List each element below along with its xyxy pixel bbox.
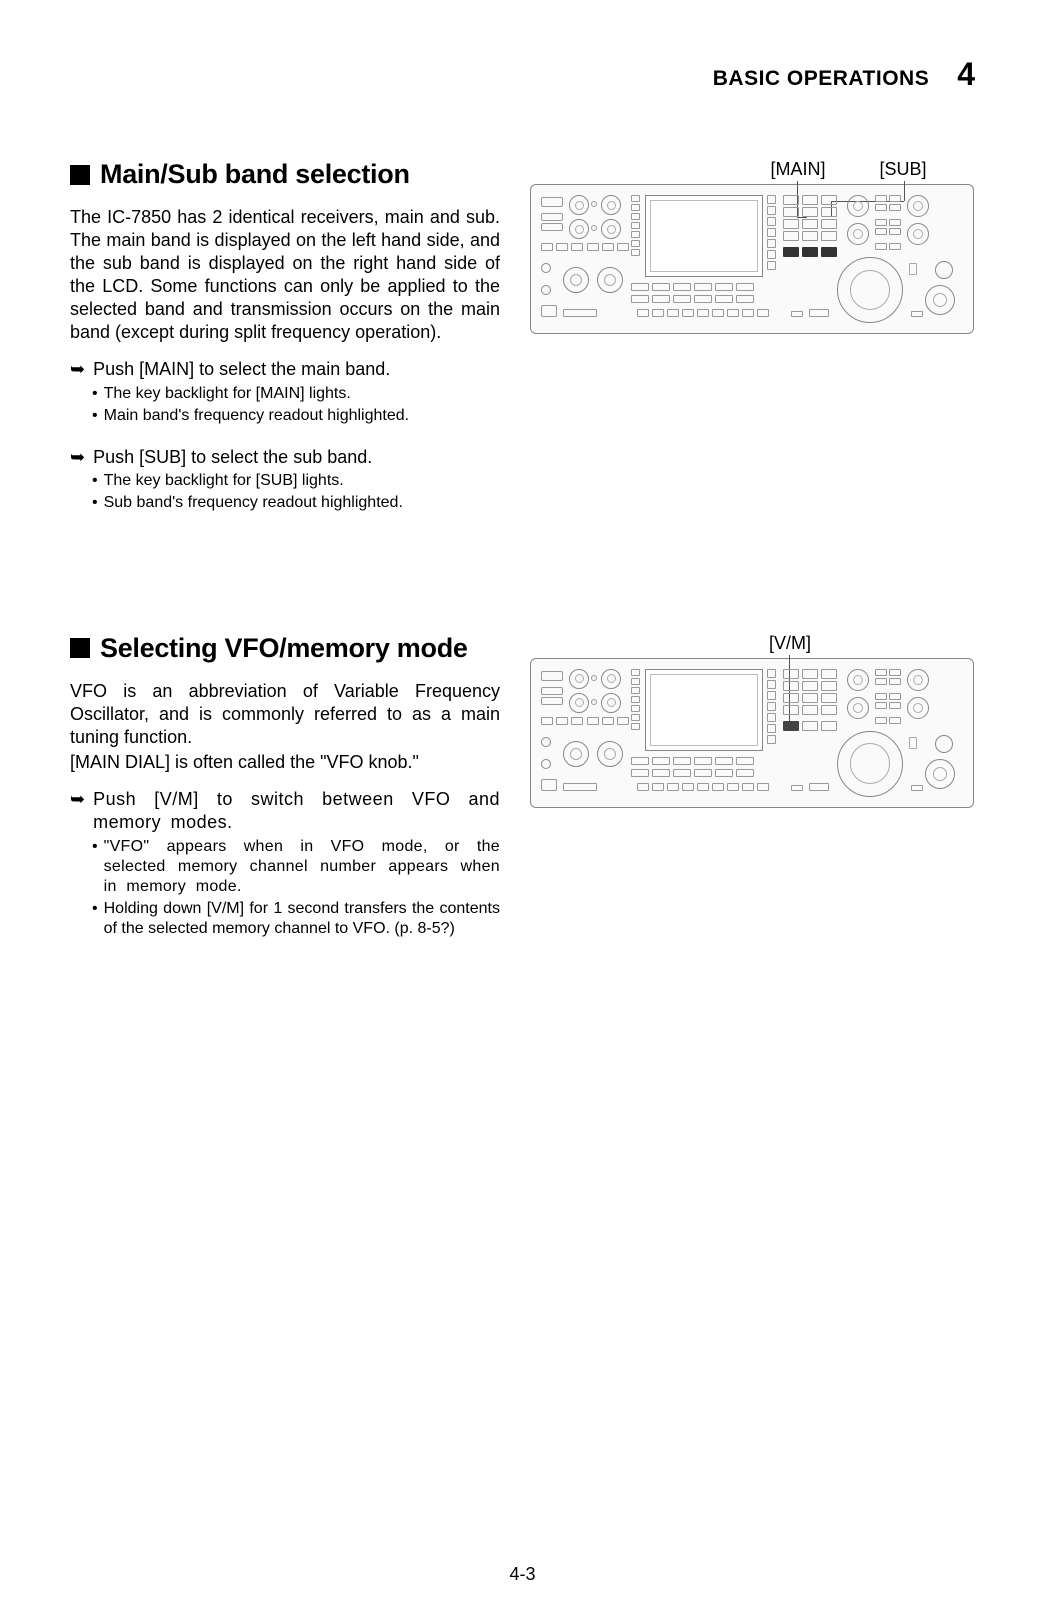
header-title: BASIC OPERATIONS	[713, 67, 929, 91]
bullet-text: The key backlight for [SUB] lights.	[104, 471, 344, 491]
bullet-icon: •	[92, 837, 98, 897]
bullet-text: Sub band's frequency readout highlighted…	[104, 493, 403, 513]
bullet-text: Holding down [V/M] for 1 second transfer…	[104, 899, 500, 939]
radio-diagram-2	[530, 658, 974, 808]
bullet-item: • The key backlight for [SUB] lights.	[70, 471, 500, 491]
bullet-icon: •	[92, 899, 98, 939]
bullet-item: • Sub band's frequency readout highlight…	[70, 493, 500, 513]
bullet-icon: •	[92, 406, 98, 426]
chapter-number: 4	[957, 56, 975, 93]
callout-vm: [V/M]	[760, 633, 820, 654]
bullet-text: The key backlight for [MAIN] lights.	[104, 384, 351, 404]
callout-main: [MAIN]	[768, 159, 828, 180]
section-title: Selecting VFO/memory mode	[100, 633, 468, 664]
intro-paragraph-2: [MAIN DIAL] is often called the "VFO kno…	[70, 751, 500, 774]
bullet-icon: •	[92, 493, 98, 513]
step-item: ➥ Push [MAIN] to select the main band.	[70, 358, 500, 381]
section-main-sub: Main/Sub band selection The IC-7850 has …	[70, 159, 975, 513]
arrow-icon: ➥	[70, 358, 85, 381]
radio-diagram-1	[530, 184, 974, 334]
arrow-icon: ➥	[70, 788, 85, 835]
bullet-item: • "VFO" appears when in VFO mode, or the…	[70, 837, 500, 897]
bullet-icon: •	[92, 471, 98, 491]
section-vfo-memory: Selecting VFO/memory mode VFO is an abbr…	[70, 633, 975, 939]
section-marker-icon	[70, 638, 90, 658]
section-title: Main/Sub band selection	[100, 159, 410, 190]
intro-paragraph: The IC-7850 has 2 identical receivers, m…	[70, 206, 500, 344]
intro-paragraph: VFO is an abbreviation of Variable Frequ…	[70, 680, 500, 749]
step-text: Push [V/M] to switch between VFO and mem…	[93, 788, 500, 835]
bullet-item: • Main band's frequency readout highligh…	[70, 406, 500, 426]
arrow-icon: ➥	[70, 446, 85, 469]
callout-labels: [MAIN] [SUB]	[530, 159, 975, 180]
bullet-text: Main band's frequency readout highlighte…	[104, 406, 409, 426]
bullet-item: • The key backlight for [MAIN] lights.	[70, 384, 500, 404]
bullet-item: • Holding down [V/M] for 1 second transf…	[70, 899, 500, 939]
step-text: Push [SUB] to select the sub band.	[93, 446, 372, 469]
step-item: ➥ Push [V/M] to switch between VFO and m…	[70, 788, 500, 835]
bullet-icon: •	[92, 384, 98, 404]
bullet-text: "VFO" appears when in VFO mode, or the s…	[104, 837, 500, 897]
step-item: ➥ Push [SUB] to select the sub band.	[70, 446, 500, 469]
step-text: Push [MAIN] to select the main band.	[93, 358, 390, 381]
callout-sub: [SUB]	[878, 159, 928, 180]
page-number: 4-3	[0, 1564, 1045, 1585]
section-marker-icon	[70, 165, 90, 185]
page-header: BASIC OPERATIONS 4	[70, 56, 975, 93]
